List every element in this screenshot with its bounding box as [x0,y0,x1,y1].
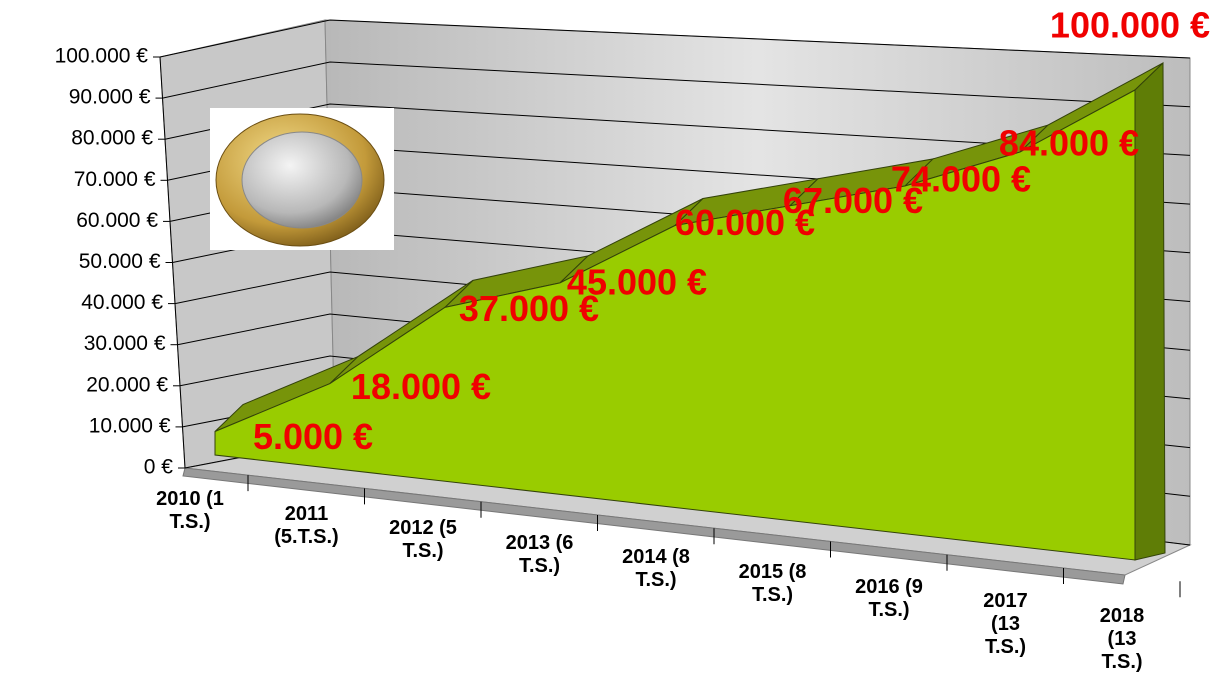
x-tick-label: 2013 (6 T.S.) [488,532,592,578]
y-tick-label: 70.000 € [74,168,156,191]
coin-center [242,132,362,228]
y-tick-label: 60.000 € [76,209,158,232]
value-label: 45.000 € [567,261,707,302]
value-label: 18.000 € [351,366,491,407]
x-tick-label: 2015 (8 T.S.) [721,561,825,607]
x-tick-label: 2012 (5 T.S.) [371,517,475,563]
y-tick-label: 10.000 € [89,414,171,437]
x-tick-label: 2017 (13 T.S.) [971,590,1041,659]
y-tick-label: 0 € [144,456,174,479]
x-tick-label: 2018 (13 T.S.) [1087,605,1157,674]
value-label: 84.000 € [999,123,1139,164]
x-tick-label: 2016 (9 T.S.) [837,576,941,622]
value-label: 100.000 € [1050,5,1210,46]
y-tick-label: 20.000 € [86,373,168,396]
value-label: 5.000 € [253,416,373,457]
x-tick-label: 2010 (1 T.S.) [138,488,242,534]
y-tick-label: 80.000 € [71,127,153,150]
coin-picture [210,108,394,250]
x-tick-label: 2011 (5.T.S.) [255,503,359,549]
chart-page: 0 € 10.000 € 20.000 € 30.000 € 40.000 € 50.00… [0,0,1229,696]
y-tick-label: 50.000 € [79,250,161,273]
area-side [1135,63,1165,560]
y-tick-label: 100.000 € [55,45,149,68]
x-tick-label: 2014 (8 T.S.) [604,546,708,592]
y-tick-label: 30.000 € [84,332,166,355]
value-label: 74.000 € [891,158,1031,199]
y-tick-label: 90.000 € [69,86,151,109]
y-tick-label: 40.000 € [81,291,163,314]
